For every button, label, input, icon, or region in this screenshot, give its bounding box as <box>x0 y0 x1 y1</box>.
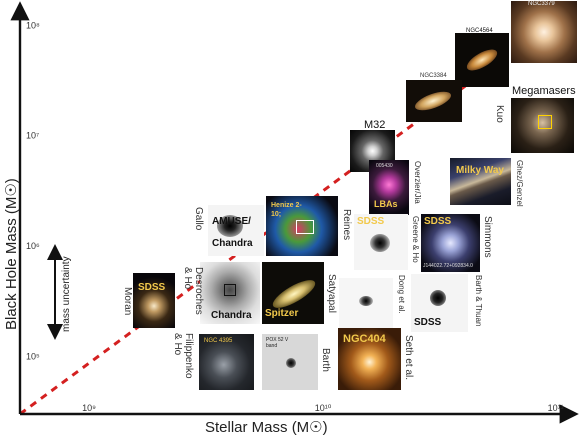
ngc404-reference: Seth et al. <box>403 335 414 381</box>
sdss-simmons-image <box>421 214 480 272</box>
spitzer-label: Spitzer <box>265 308 299 319</box>
henize-label: Henize 2-10; <box>271 202 302 218</box>
lbas-reference: Overzier/Jia <box>413 161 422 204</box>
x-tick-label: 10⁹ <box>82 403 96 413</box>
lbas-image <box>369 160 409 215</box>
y-tick-label: 10⁵ <box>26 351 40 361</box>
y-tick-label: 10⁷ <box>26 131 39 141</box>
ngc3384-caption: NGC3384 <box>420 73 447 79</box>
x-tick-labels: 10⁹ 10¹⁰ 10¹¹ <box>82 403 564 413</box>
m32-caption: M32 <box>364 119 386 131</box>
pox52-reference: Barth <box>320 348 331 372</box>
y-tick-label: 10⁶ <box>26 241 40 251</box>
y-axis-title: Black Hole Mass (M☉) <box>3 178 20 330</box>
sdss-greene-label: SDSS <box>357 216 385 227</box>
chandra-desroches-label: Chandra <box>211 310 252 321</box>
chandra-desroches-reference: Desroches & Ho <box>182 267 204 315</box>
sdss-moran-image <box>133 273 175 328</box>
y-tick-label: 10⁸ <box>26 20 40 30</box>
ngc404-image <box>338 328 401 390</box>
sdss-simmons-mini-label: J144022.72+092834.0 <box>423 263 473 269</box>
sdss-barth-image <box>411 274 468 332</box>
megamasers-image <box>511 98 574 153</box>
sdss-moran-reference: Moran <box>122 287 133 316</box>
ngc404-label: NGC404 <box>343 333 386 345</box>
x-tick-label: 10¹¹ <box>548 403 564 413</box>
x-tick-label: 10¹⁰ <box>315 403 332 413</box>
megamasers-reference: Kuo <box>494 105 505 123</box>
lbas-label: LBAs <box>374 199 398 209</box>
megamasers-caption: Megamasers <box>512 85 576 97</box>
ngc3379-caption: NGC3379 <box>528 1 555 7</box>
dong-image <box>339 278 393 328</box>
sdss-barth-label: SDSS <box>414 317 442 328</box>
ngc4395-label: NGC 4395 <box>204 338 233 344</box>
ngc4395-image <box>199 334 254 390</box>
pox52-label: POX 52 V band <box>266 337 289 349</box>
amuse-label: AMUSE/ Chandra <box>212 216 253 249</box>
x-axis-title: Stellar Mass (M☉) <box>205 419 328 436</box>
amuse-image <box>208 205 264 256</box>
milkyway-reference: Ghez/Genzel <box>515 160 524 207</box>
henize-image <box>266 196 338 256</box>
spitzer-image <box>262 262 324 324</box>
sdss-greene-image <box>354 214 408 270</box>
ngc3379-image <box>511 1 577 63</box>
amuse-reference: Gallo <box>193 207 204 231</box>
ngc4395-reference: Filippenko & Ho <box>172 333 194 379</box>
sdss-simmons-reference: Simmons <box>482 216 493 258</box>
chandra-desroches-image <box>200 262 260 324</box>
sdss-greene-reference: Greene & Ho <box>411 216 420 263</box>
ngc4564-image <box>455 33 509 87</box>
milkyway-label: Milky Way <box>456 165 504 176</box>
y-tick-labels: 10⁵ 10⁶ 10⁷ 10⁸ <box>26 20 40 361</box>
uncertainty-label: mass uncertainty <box>61 256 72 332</box>
milkyway-image <box>450 158 511 205</box>
henize-reference: Reines <box>341 209 352 241</box>
spitzer-reference: Satyapal <box>326 274 337 313</box>
sdss-moran-label: SDSS <box>138 282 166 293</box>
sdss-barth-reference: Barth & Thuan <box>474 275 483 327</box>
dong-reference: Dong et al. <box>397 275 406 314</box>
sdss-simmons-label: SDSS <box>424 216 452 227</box>
pox52-image <box>262 334 318 390</box>
ngc4564-caption: NGC4564 <box>466 28 493 34</box>
lbas-mini-label: 005430 <box>376 163 393 169</box>
ngc3384-image <box>406 80 462 122</box>
